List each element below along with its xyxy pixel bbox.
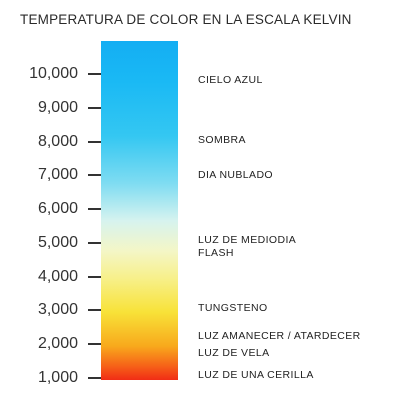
y-tick-mark <box>88 377 101 379</box>
y-tick-label: 3,000 <box>37 301 78 319</box>
y-tick-label: 9,000 <box>37 98 78 116</box>
y-tick-mark <box>88 174 101 177</box>
y-tick-label: 1,000 <box>37 369 78 386</box>
annotation-label: TUNGSTENO <box>198 302 268 314</box>
annotation-label: SOMBRA <box>198 134 246 146</box>
y-tick-label: 2,000 <box>37 335 78 353</box>
annotation-label: DIA NUBLADO <box>198 169 274 181</box>
annotation-label: CIELO AZUL <box>198 74 263 86</box>
annotation-label: FLASH <box>198 247 234 259</box>
annotation-label: LUZ DE MEDIODIA <box>198 234 297 246</box>
color-temperature-gradient-bar <box>101 41 178 380</box>
y-tick-mark <box>88 106 101 109</box>
diagram-title: TEMPERATURA DE COLOR EN LA ESCALA KELVIN <box>20 12 352 27</box>
y-tick-mark <box>88 343 101 346</box>
y-tick-label: 5,000 <box>37 233 78 251</box>
y-tick-mark <box>88 241 101 244</box>
y-tick-mark <box>88 73 101 75</box>
y-tick-mark <box>88 275 101 278</box>
y-tick-label: 6,000 <box>37 200 78 218</box>
y-tick-mark <box>88 309 101 312</box>
y-tick-label: 10,000 <box>29 65 78 82</box>
y-tick-label: 4,000 <box>37 267 78 285</box>
y-tick-label: 7,000 <box>37 166 78 184</box>
annotation-label: LUZ DE VELA <box>198 347 270 359</box>
y-tick-mark <box>88 208 101 211</box>
y-tick-label: 8,000 <box>37 132 78 150</box>
y-tick-mark <box>88 140 101 143</box>
annotation-label: LUZ AMANECER / ATARDECER <box>198 330 361 342</box>
annotation-label: LUZ DE UNA CERILLA <box>198 369 314 381</box>
